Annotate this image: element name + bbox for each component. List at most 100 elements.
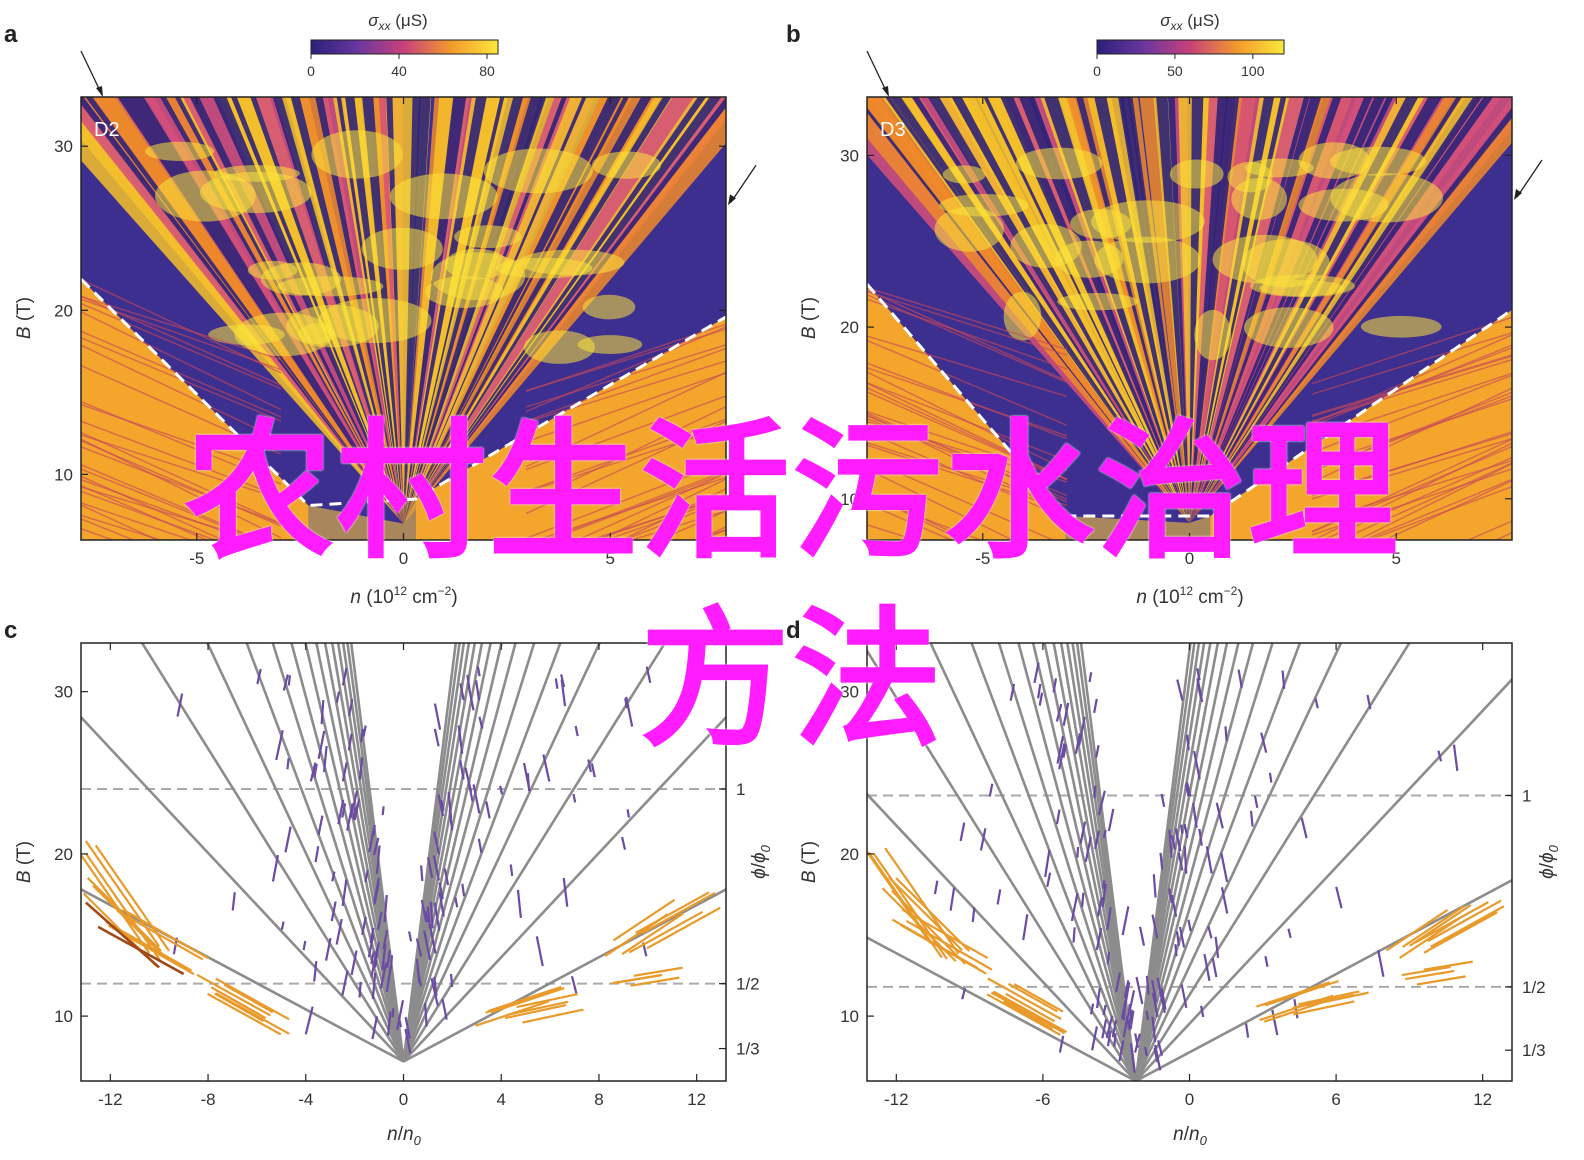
hofstadter-segment: [1220, 852, 1229, 883]
hofstadter-segment: [440, 799, 445, 811]
panel-letter-a: a: [4, 21, 18, 48]
hofstadter-segment: [386, 1011, 392, 1036]
colorbar-a: σxx (μS) 0 40 80: [307, 11, 499, 79]
x-tick-label: 0: [399, 1090, 408, 1109]
x-tick-label: -5: [975, 549, 990, 568]
heatmap-blob: [1360, 315, 1442, 338]
hofstadter-segment: [1565, 857, 1570, 882]
heatmap-blob: [286, 304, 379, 348]
fan-line: [867, 792, 1137, 1081]
heatmap-stripe: [951, 97, 1190, 523]
heatmap-low-stripe: [525, 371, 726, 468]
heatmap-bottom: [308, 498, 416, 540]
hofstadter-segment: [1178, 926, 1186, 948]
y2label-d: ϕ/ϕ0: [1537, 844, 1561, 878]
x-tick-label: 0: [399, 549, 408, 568]
ylabel-c: B (T): [14, 841, 35, 883]
hofstadter-segment: [370, 951, 375, 964]
low-field-segment: [1013, 983, 1064, 1013]
hofstadter-segment: [522, 762, 531, 792]
low-field-segment: [85, 853, 161, 961]
hofstadter-segment: [1271, 1009, 1279, 1036]
low-field-segment: [504, 1004, 567, 1020]
heatmap-blob: [311, 130, 403, 179]
x-tick-label: 8: [594, 1090, 603, 1109]
heatmap-low-stripe: [546, 472, 726, 540]
fan-line: [402, 887, 726, 1063]
hofstadter-segment: [353, 798, 361, 821]
low-field-segment: [1003, 1000, 1054, 1030]
heatmap-blob: [1212, 234, 1318, 284]
hofstadter-segment: [341, 879, 348, 907]
heatmap-low-stripe: [81, 403, 282, 475]
heatmap-stripe: [1189, 97, 1204, 523]
heatmap-stripe: [890, 97, 1190, 523]
hofstadter-segment: [408, 931, 413, 942]
heatmap-blob: [1010, 224, 1082, 268]
heatmap-low-stripe: [525, 418, 726, 492]
heatmap-a: D2 -5 0 5 10 20 30: [54, 50, 757, 568]
low-field-segment: [1423, 911, 1498, 954]
fan-line: [315, 643, 405, 1062]
colorbar-tick-label: 80: [479, 63, 495, 79]
heatmap-low-stripe: [1311, 316, 1512, 385]
low-field-segment: [628, 910, 704, 954]
heatmap-blob: [1227, 161, 1273, 193]
hofstadter-segment: [1214, 936, 1220, 958]
hofstadter-segment: [1174, 828, 1182, 852]
hofstadter-segment: [1095, 745, 1100, 758]
hofstadter-segment: [765, 665, 769, 691]
heatmap-blob: [591, 151, 661, 179]
heatmap-low-stripe: [81, 311, 282, 411]
hofstadter-segment: [367, 934, 375, 958]
low-field-segment: [1402, 905, 1465, 948]
hofstadter-segment: [372, 825, 376, 836]
hofstadter-segment: [1084, 836, 1092, 863]
low-field-dark-segment: [85, 901, 161, 969]
hofstadter-segment: [381, 943, 387, 971]
low-field-segment: [506, 1000, 569, 1016]
hofstadter-segment: [1058, 1035, 1065, 1053]
heatmap-stripe: [403, 97, 505, 524]
hofstadter-segment: [1452, 744, 1459, 772]
hofstadter-segment: [1115, 972, 1122, 993]
hofstadter-segment: [383, 894, 388, 923]
hofstadter-segment: [350, 950, 358, 976]
heatmap-low-stripe: [1338, 462, 1512, 540]
hofstadter-segment: [396, 1000, 405, 1030]
heatmap-stripe: [403, 97, 587, 524]
heatmap-low-stripe: [867, 287, 1068, 351]
heatmap-stripe: [1076, 97, 1190, 523]
colorbar-b-gradient: [1096, 39, 1285, 55]
flux-tick-label: 1/2: [736, 975, 760, 994]
heatmap-low-stripe: [81, 302, 282, 390]
heatmap-ray: [1139, 97, 1190, 523]
xlabel-b: n (1012 cm−2): [1136, 584, 1243, 608]
low-field-segment: [905, 920, 993, 971]
hofstadter-segment: [996, 889, 1002, 905]
low-field-segment: [1256, 981, 1331, 1008]
hofstadter-segment: [1127, 1004, 1131, 1017]
hofstadter-segment: [335, 691, 341, 703]
low-field-segment: [516, 992, 579, 1009]
hofstadter-segment: [282, 674, 289, 691]
low-field-segment: [1264, 979, 1339, 1007]
hofstadter-segment: [516, 889, 522, 919]
fan-line: [402, 643, 536, 1062]
heatmap-low-stripe: [1311, 387, 1512, 484]
hofstadter-segment: [1224, 726, 1228, 742]
low-field-segment: [895, 877, 971, 952]
low-field-segment: [1416, 975, 1466, 986]
heatmap-low-stripe: [1311, 355, 1512, 418]
hofstadter-segment: [341, 667, 348, 686]
heatmap-low-stripe: [867, 458, 1055, 540]
plot-c: 1 1/2 1/3 -12 -8 -4 0 4 8 12 10 20 30: [54, 642, 769, 1109]
hofstadter-segment: [1102, 1004, 1107, 1016]
heatmap-stripe: [403, 97, 672, 524]
hofstadter-segment: [1144, 1046, 1148, 1057]
heatmap-ray: [1189, 97, 1387, 523]
hofstadter-segment: [572, 793, 577, 803]
hofstadter-segment: [1056, 735, 1065, 764]
heatmap-blob: [939, 193, 1029, 217]
